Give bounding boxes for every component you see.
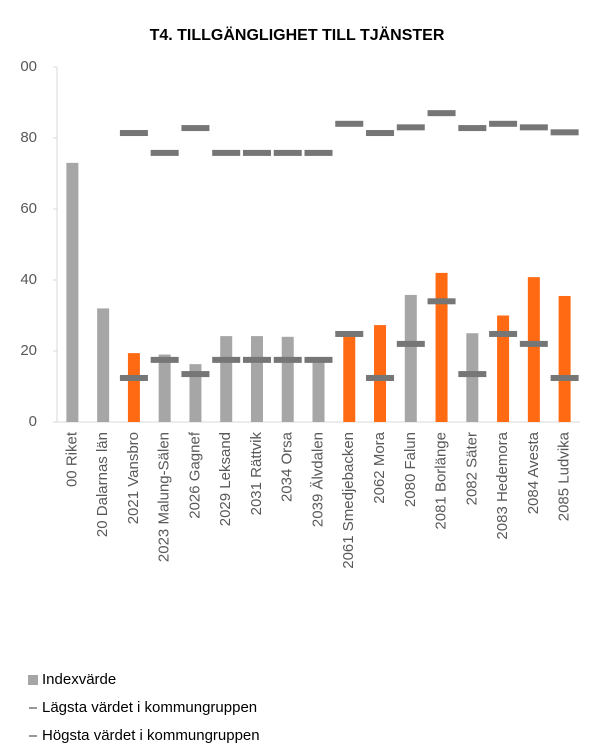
x-tick-label: 2039 Älvdalen [309,432,326,527]
x-tick-label: 2062 Mora [371,431,388,503]
range-marker [273,149,302,156]
range-marker [273,356,302,363]
x-tick-label: 2084 Avesta [525,431,542,514]
range-marker [427,298,456,305]
range-marker [212,356,241,363]
legend-swatch [28,675,38,685]
range-marker [242,149,271,156]
range-marker [458,125,487,132]
x-tick-label: 2085 Ludvika [556,431,573,521]
bar [404,294,417,422]
bar [312,358,325,422]
range-marker [119,130,148,137]
bar [435,272,448,422]
range-marker [396,124,425,131]
range-marker [366,374,395,381]
bar [66,162,79,422]
y-tick-label: 00 [20,58,37,75]
bar [281,336,294,422]
bar [250,336,263,422]
range-marker [212,149,241,156]
x-tick-label: 2021 Vansbro [125,432,142,524]
range-marker [550,374,579,381]
range-marker [150,149,179,156]
x-tick-label: 2023 Malung-Sälen [156,432,173,562]
range-marker [335,120,364,127]
bar [220,336,233,422]
y-tick-label: 60 [20,200,37,217]
range-marker [489,120,518,127]
x-tick-label: 2061 Smedjebacken [340,432,357,569]
y-tick-label: 0 [29,413,37,430]
range-marker [366,130,395,137]
bar [527,277,540,422]
x-tick-label: 2083 Hedemora [494,431,511,539]
legend-label: Högsta värdet i kommungruppen [42,727,260,744]
bar [158,354,171,422]
range-marker [519,340,548,347]
bar [127,353,140,422]
bar [97,308,110,422]
range-marker [181,371,210,378]
range-marker [242,356,271,363]
range-marker [119,374,148,381]
bar [343,333,356,422]
range-marker [304,356,333,363]
range-marker [335,330,364,337]
chart-title: T4. TILLGÄNGLIGHET TILL TJÄNSTER [150,26,445,44]
range-marker [181,125,210,132]
bar [466,333,479,422]
bar [558,295,571,422]
x-tick-label: 2031 Rättvik [248,432,265,516]
y-tick-label: 40 [20,271,37,288]
x-tick-label: 2081 Borlänge [433,432,450,530]
range-marker [489,330,518,337]
x-tick-label: 2029 Leksand [217,432,234,526]
bar [497,315,510,422]
y-tick-label: 20 [20,342,37,359]
range-marker [304,149,333,156]
x-tick-label: 2026 Gagnef [186,431,203,519]
legend-label: Lägsta värdet i kommungruppen [42,699,257,716]
range-marker [550,129,579,136]
range-marker [519,124,548,131]
legend-label: Indexvärde [42,671,116,688]
range-marker [427,110,456,117]
bar [374,325,387,422]
range-marker [396,340,425,347]
x-tick-label: 20 Dalarnas län [94,432,111,537]
bar [189,364,202,422]
x-tick-label: 2034 Orsa [279,431,296,502]
x-tick-label: 00 Riket [63,431,80,487]
range-marker [458,371,487,378]
x-tick-label: 2082 Säter [463,432,480,505]
x-tick-label: 2080 Falun [402,432,419,507]
range-marker [150,356,179,363]
y-tick-label: 80 [20,129,37,146]
